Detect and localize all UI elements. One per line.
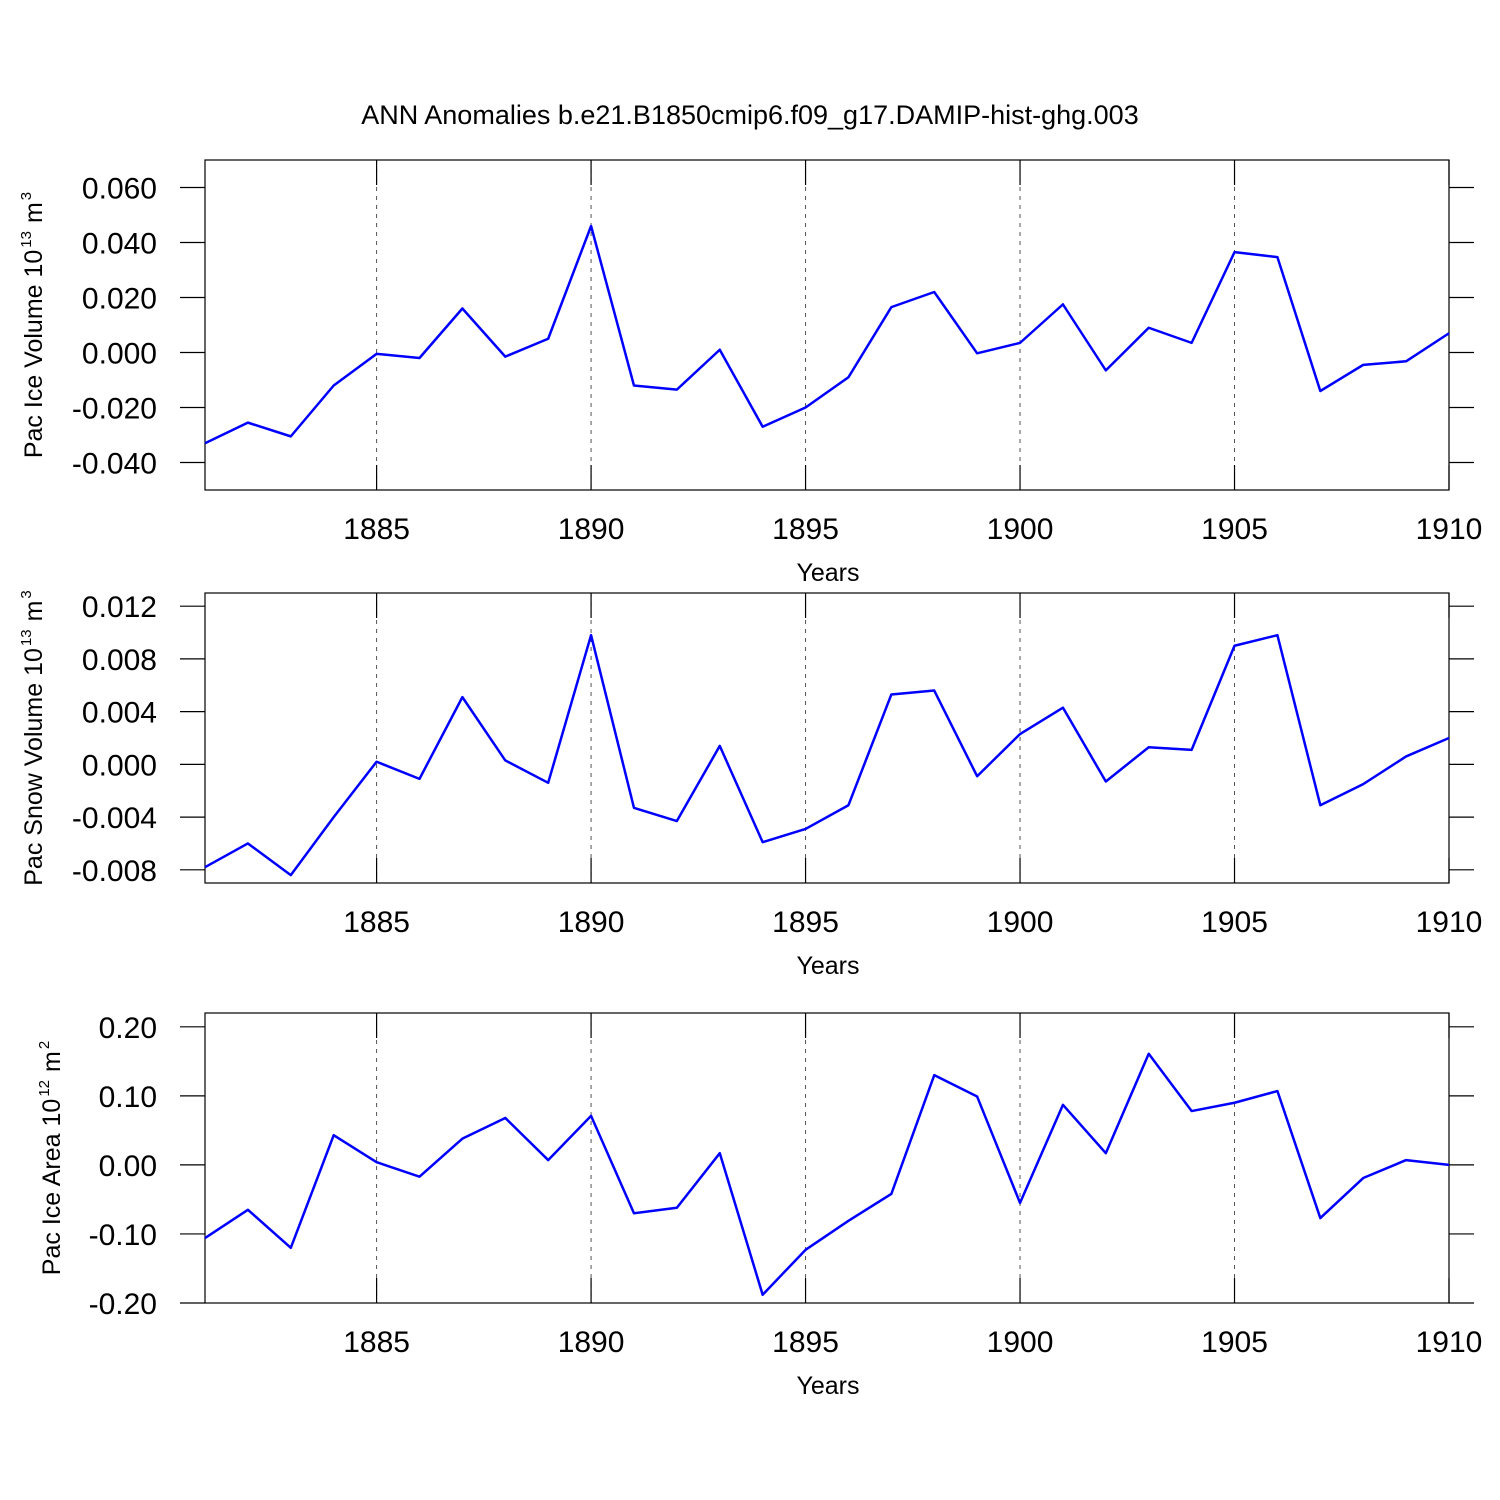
y-axis-label-part: m [38,1051,66,1072]
x-tick-label: 1895 [772,1326,839,1359]
y-axis-label-part: m [20,202,48,223]
x-tick-label: 1895 [772,513,839,546]
x-tick-label: 1890 [558,1326,625,1359]
x-tick-label: 1905 [1201,1326,1268,1359]
y-axis-label-part: Pac Ice Area 10 [38,1099,66,1276]
data-line [204,224,1450,445]
x-tick-label: 1900 [987,906,1054,939]
x-tick-label: 1910 [1416,513,1483,546]
y-tick-label: 0.000 [82,338,157,371]
y-tick-label: 0.10 [99,1081,157,1114]
x-tick-label: 1900 [987,513,1054,546]
y-tick-label: -0.040 [72,448,157,481]
y-tick-label: 0.000 [82,749,157,782]
y-axis-label: Pac Ice Area 10 12 m 2 [36,1041,66,1275]
y-tick-label: 0.060 [82,173,157,206]
y-axis-label-part: 3 [18,590,35,598]
data-line [204,633,1450,877]
y-tick-label: -0.004 [72,802,157,835]
x-tick-label: 1900 [987,1326,1054,1359]
y-axis-label-part: 13 [18,629,35,646]
data-line [204,1052,1450,1296]
x-axis-label: Years [796,952,859,980]
y-tick-label: 0.008 [82,644,157,677]
x-tick-label: 1905 [1201,513,1268,546]
y-axis-label-part: 13 [18,231,35,248]
x-tick-label: 1905 [1201,906,1268,939]
y-axis-label-part: m [20,601,48,622]
x-tick-label: 1885 [343,1326,410,1359]
x-tick-label: 1890 [558,513,625,546]
x-tick-label: 1885 [343,906,410,939]
plot-frame [204,1012,1450,1304]
y-axis-label-part: 3 [18,192,35,200]
x-axis-label: Years [796,559,859,587]
plot-frame [204,592,1450,884]
y-tick-label: -0.10 [89,1219,157,1252]
y-axis-label-part: Pac Ice Volume 10 [20,250,48,458]
y-tick-label: 0.20 [99,1012,157,1045]
y-tick-label: 0.020 [82,283,157,316]
y-axis-label: Pac Snow Volume 10 13 m 3 [18,590,48,886]
y-tick-label: -0.020 [72,393,157,426]
y-tick-label: 0.00 [99,1150,157,1183]
plot-frame [204,159,1450,491]
y-tick-label: 0.012 [82,591,157,624]
x-tick-label: 1910 [1416,1326,1483,1359]
y-tick-label: 0.004 [82,697,157,730]
y-axis-label: Pac Ice Volume 10 13 m 3 [18,192,48,458]
x-tick-label: 1890 [558,906,625,939]
y-tick-label: -0.20 [89,1288,157,1321]
y-axis-label-part: 12 [36,1080,53,1097]
y-tick-label: -0.008 [72,855,157,888]
x-tick-label: 1895 [772,906,839,939]
y-axis-label-part: Pac Snow Volume 10 [20,648,48,886]
figure-title: ANN Anomalies b.e21.B1850cmip6.f09_g17.D… [361,100,1138,130]
x-tick-label: 1910 [1416,906,1483,939]
x-axis-label: Years [796,1372,859,1400]
y-tick-label: 0.040 [82,228,157,261]
y-axis-label-part: 2 [36,1041,53,1049]
x-tick-label: 1885 [343,513,410,546]
